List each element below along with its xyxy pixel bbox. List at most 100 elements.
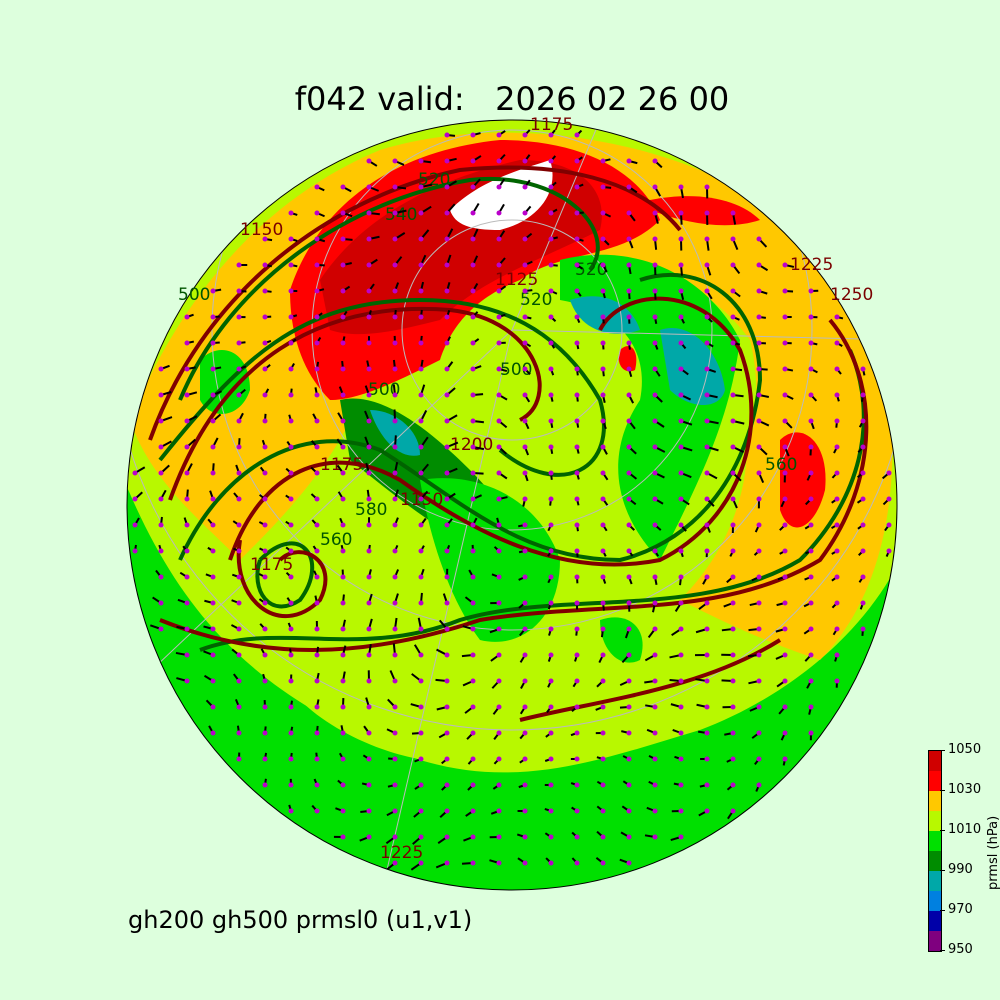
wind-marker: [522, 262, 528, 268]
wind-marker: [236, 574, 242, 580]
wind-marker: [756, 704, 762, 710]
wind-marker: [444, 626, 450, 632]
gh200-label: 1175: [320, 455, 363, 475]
wind-marker: [522, 808, 528, 814]
wind-marker: [756, 340, 762, 346]
wind-marker: [782, 444, 788, 450]
wind-marker: [314, 756, 320, 762]
wind-marker: [626, 236, 632, 242]
wind-marker: [860, 418, 866, 424]
wind-marker: [678, 262, 684, 268]
wind-marker: [288, 444, 294, 450]
wind-marker: [392, 236, 398, 242]
wind-marker: [626, 730, 632, 736]
wind-marker: [158, 444, 164, 450]
wind-marker: [418, 548, 424, 554]
gh200-label: 1175: [250, 555, 293, 575]
wind-marker: [600, 860, 606, 866]
wind-marker: [496, 496, 502, 502]
wind-marker: [418, 236, 424, 242]
wind-marker: [496, 210, 502, 216]
wind-marker: [418, 756, 424, 762]
wind-marker: [444, 678, 450, 684]
wind-marker: [834, 444, 840, 450]
gh500-label: 560: [320, 530, 352, 550]
wind-marker: [340, 704, 346, 710]
wind-marker: [548, 184, 554, 190]
wind-marker: [652, 470, 658, 476]
wind-marker: [808, 626, 814, 632]
wind-marker: [574, 626, 580, 632]
wind-marker: [678, 314, 684, 320]
wind-marker: [756, 496, 762, 502]
wind-marker: [470, 158, 476, 164]
wind-marker: [366, 574, 372, 580]
colorbar-segment: [929, 911, 941, 931]
wind-marker: [444, 236, 450, 242]
wind-marker: [340, 366, 346, 372]
wind-marker: [574, 236, 580, 242]
wind-marker: [444, 808, 450, 814]
wind-marker: [366, 730, 372, 736]
wind-marker: [366, 652, 372, 658]
wind-marker: [678, 340, 684, 346]
wind-marker: [158, 418, 164, 424]
wind-marker: [548, 704, 554, 710]
wind-marker: [444, 418, 450, 424]
wind-marker: [548, 626, 554, 632]
wind-marker: [678, 730, 684, 736]
wind-marker: [288, 496, 294, 502]
wind-marker: [496, 808, 502, 814]
wind-marker: [782, 600, 788, 606]
wind-marker: [574, 834, 580, 840]
wind-marker: [210, 288, 216, 294]
wind-marker: [652, 600, 658, 606]
wind-marker: [418, 730, 424, 736]
wind-marker: [652, 782, 658, 788]
wind-marker: [678, 210, 684, 216]
wind-marker: [600, 496, 606, 502]
wind-marker: [808, 730, 814, 736]
wind-marker: [652, 288, 658, 294]
wind-marker: [574, 366, 580, 372]
wind-marker: [808, 444, 814, 450]
wind-marker: [340, 236, 346, 242]
wind-marker: [678, 392, 684, 398]
wind-marker: [808, 652, 814, 658]
wind-marker: [236, 626, 242, 632]
wind-marker: [314, 418, 320, 424]
wind-marker: [834, 600, 840, 606]
wind-marker: [340, 730, 346, 736]
wind-marker: [496, 158, 502, 164]
wind-marker: [574, 132, 580, 138]
wind-marker: [288, 756, 294, 762]
wind-marker: [522, 418, 528, 424]
wind-marker: [340, 418, 346, 424]
wind-marker: [860, 444, 866, 450]
wind-marker: [704, 730, 710, 736]
wind-marker: [158, 392, 164, 398]
wind-marker: [704, 314, 710, 320]
wind-marker: [782, 470, 788, 476]
wind-marker: [600, 262, 606, 268]
wind-marker: [236, 756, 242, 762]
wind-marker: [860, 574, 866, 580]
wind-marker: [782, 340, 788, 346]
wind-marker: [548, 236, 554, 242]
wind-marker: [756, 574, 762, 580]
wind-marker: [366, 444, 372, 450]
gh200-label: 1225: [790, 255, 833, 275]
wind-marker: [834, 340, 840, 346]
wind-marker: [470, 132, 476, 138]
wind-marker: [834, 470, 840, 476]
wind-marker: [470, 574, 476, 580]
gh200-label: 1250: [830, 285, 873, 305]
wind-marker: [288, 392, 294, 398]
wind-marker: [470, 600, 476, 606]
wind-marker: [730, 262, 736, 268]
wind-marker: [496, 834, 502, 840]
wind-marker: [574, 444, 580, 450]
map-subtitle: gh200 gh500 prmsl0 (u1,v1): [128, 906, 473, 934]
wind-marker: [730, 496, 736, 502]
wind-marker: [470, 808, 476, 814]
